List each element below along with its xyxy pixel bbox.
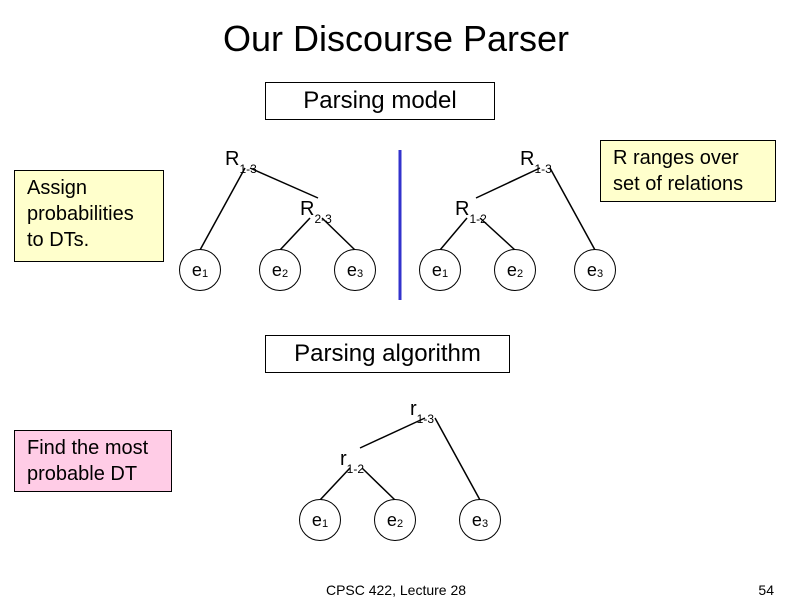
parsing-model-box: Parsing model (265, 82, 495, 120)
tree-leaf: e3 (334, 249, 376, 291)
tree-leaf: e1 (419, 249, 461, 291)
tree-label: r1-3 (410, 398, 434, 423)
r-ranges-box: R ranges over set of relations (600, 140, 776, 202)
tree-leaf: e1 (299, 499, 341, 541)
tree-leaf: e1 (179, 249, 221, 291)
assign-prob-box: Assign probabilities to DTs. (14, 170, 164, 262)
page-number: 54 (758, 582, 774, 598)
footer-text: CPSC 422, Lecture 28 (0, 582, 792, 598)
tree-label: R1-3 (520, 148, 552, 173)
tree-label: R1-2 (455, 198, 487, 223)
tree-label: R1-3 (225, 148, 257, 173)
tree-leaf: e3 (459, 499, 501, 541)
tree-leaf: e2 (494, 249, 536, 291)
tree-label: r1-2 (340, 448, 364, 473)
page-title: Our Discourse Parser (0, 18, 792, 60)
find-probable-box: Find the most probable DT (14, 430, 172, 492)
parsing-algorithm-box: Parsing algorithm (265, 335, 510, 373)
tree-leaf: e2 (374, 499, 416, 541)
tree-leaf: e2 (259, 249, 301, 291)
tree-leaf: e3 (574, 249, 616, 291)
tree-label: R2-3 (300, 198, 332, 223)
